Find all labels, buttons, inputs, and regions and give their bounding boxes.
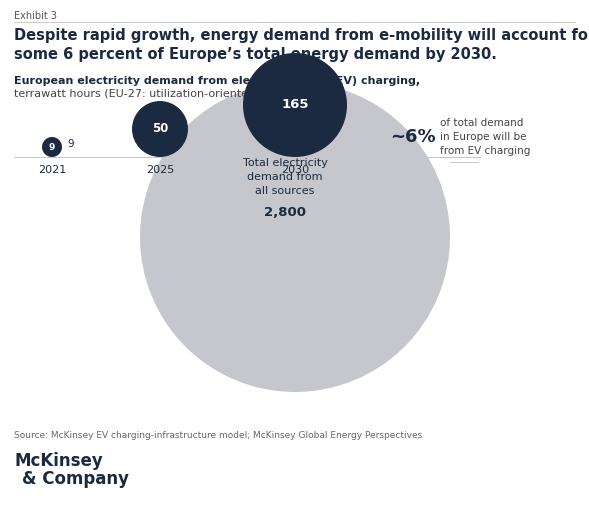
Circle shape xyxy=(42,137,62,157)
Text: Exhibit 3: Exhibit 3 xyxy=(14,11,57,21)
Text: European electricity demand from electric-vehicle (EV) charging,: European electricity demand from electri… xyxy=(14,76,420,86)
Text: & Company: & Company xyxy=(22,470,129,488)
Text: 9: 9 xyxy=(67,139,74,149)
Text: 165: 165 xyxy=(282,99,309,112)
Text: 2025: 2025 xyxy=(146,165,174,175)
Circle shape xyxy=(140,82,450,392)
Text: of total demand
in Europe will be
from EV charging: of total demand in Europe will be from E… xyxy=(440,118,530,156)
Text: 2030: 2030 xyxy=(281,165,309,175)
Text: McKinsey: McKinsey xyxy=(14,452,102,470)
Text: 2021: 2021 xyxy=(38,165,66,175)
Text: Despite rapid growth, energy demand from e-mobility will account for only
some 6: Despite rapid growth, energy demand from… xyxy=(14,28,589,62)
Text: terrawatt hours (EU-27: utilization-oriented pathway): terrawatt hours (EU-27: utilization-orie… xyxy=(14,89,311,99)
Text: 9: 9 xyxy=(49,142,55,151)
Text: ~6%: ~6% xyxy=(390,128,436,146)
Text: Total electricity
demand from
all sources: Total electricity demand from all source… xyxy=(243,158,327,196)
Text: 2,800: 2,800 xyxy=(264,206,306,219)
Text: 50: 50 xyxy=(152,122,168,135)
Circle shape xyxy=(132,101,188,157)
Text: Source: McKinsey EV charging-infrastructure model; McKinsey Global Energy Perspe: Source: McKinsey EV charging-infrastruct… xyxy=(14,431,422,440)
Circle shape xyxy=(243,53,347,157)
